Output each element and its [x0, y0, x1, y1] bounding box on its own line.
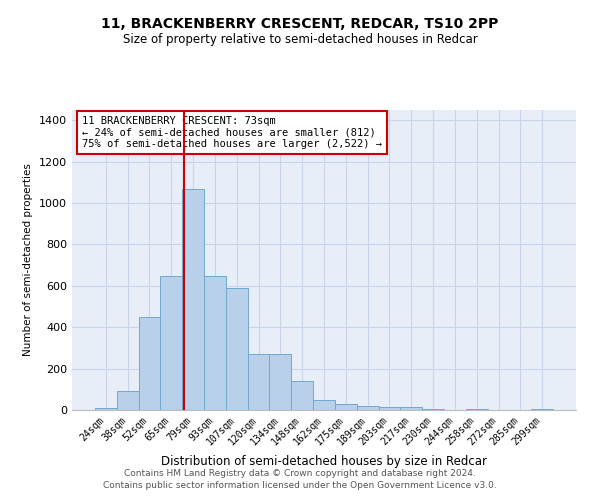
- Bar: [95, 408, 117, 410]
- X-axis label: Distribution of semi-detached houses by size in Redcar: Distribution of semi-detached houses by …: [161, 455, 487, 468]
- Bar: [531, 409, 553, 410]
- Bar: [335, 404, 357, 410]
- Bar: [139, 317, 160, 410]
- Text: 11 BRACKENBERRY CRESCENT: 73sqm
← 24% of semi-detached houses are smaller (812)
: 11 BRACKENBERRY CRESCENT: 73sqm ← 24% of…: [82, 116, 382, 149]
- Bar: [117, 392, 139, 410]
- Bar: [269, 354, 291, 410]
- Bar: [248, 354, 269, 410]
- Text: Size of property relative to semi-detached houses in Redcar: Size of property relative to semi-detach…: [122, 32, 478, 46]
- Bar: [466, 409, 488, 410]
- Bar: [291, 381, 313, 410]
- Bar: [422, 409, 444, 410]
- Bar: [313, 400, 335, 410]
- Bar: [379, 407, 400, 410]
- Bar: [226, 288, 248, 410]
- Bar: [204, 276, 226, 410]
- Bar: [160, 276, 182, 410]
- Bar: [400, 407, 422, 410]
- Bar: [182, 188, 204, 410]
- Bar: [357, 406, 379, 410]
- Text: Contains HM Land Registry data © Crown copyright and database right 2024.: Contains HM Land Registry data © Crown c…: [124, 468, 476, 477]
- Text: Contains public sector information licensed under the Open Government Licence v3: Contains public sector information licen…: [103, 481, 497, 490]
- Text: 11, BRACKENBERRY CRESCENT, REDCAR, TS10 2PP: 11, BRACKENBERRY CRESCENT, REDCAR, TS10 …: [101, 18, 499, 32]
- Y-axis label: Number of semi-detached properties: Number of semi-detached properties: [23, 164, 34, 356]
